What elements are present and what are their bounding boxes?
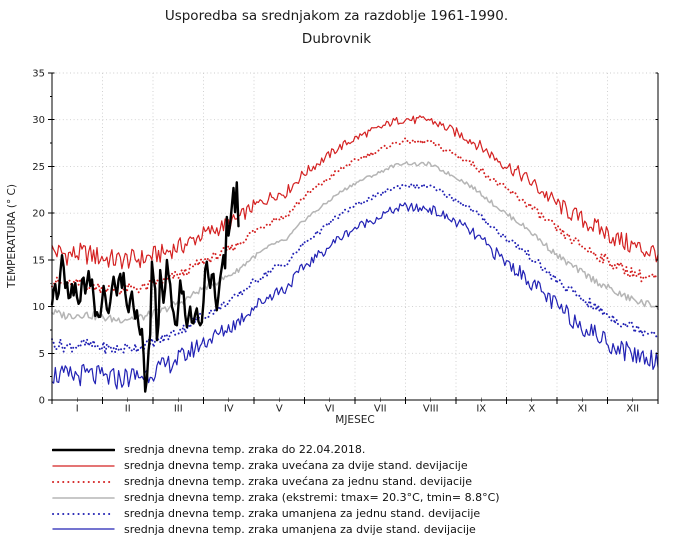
legend-item-label: srednja dnevna temp. zraka uvećana za je… <box>124 475 472 489</box>
legend-item-label: srednja dnevna temp. zraka uvećana za dv… <box>124 459 468 473</box>
month-label: III <box>174 404 183 415</box>
x-axis-label: MJESEC <box>335 414 374 426</box>
month-label: IX <box>476 404 486 415</box>
month-label: I <box>76 404 79 415</box>
series-mean_minus_1sd <box>51 182 659 355</box>
series-mean_plus_1sd <box>51 137 659 296</box>
legend-item-label: srednja dnevna temp. zraka umanjena za j… <box>124 507 481 520</box>
legend: srednja dnevna temp. zraka do 22.04.2018… <box>0 442 673 537</box>
month-label: II <box>125 404 131 415</box>
month-label: X <box>528 404 535 415</box>
month-label: VIII <box>423 404 439 415</box>
legend-item: srednja dnevna temp. zraka do 22.04.2018… <box>0 442 673 458</box>
y-tick-label: 10 <box>32 302 45 313</box>
y-axis-label: TEMPERATURA (° C) <box>6 184 18 289</box>
legend-item: srednja dnevna temp. zraka umanjena za j… <box>0 506 673 522</box>
month-label: VI <box>325 404 335 415</box>
legend-swatch-dotted-line <box>52 512 115 515</box>
legend-item: srednja dnevna temp. zraka (ekstremi: tm… <box>0 490 673 506</box>
y-tick-label: 0 <box>39 396 45 407</box>
series-daily_2018 <box>50 181 240 393</box>
y-tick-label: 15 <box>32 255 45 266</box>
legend-item-label: srednja dnevna temp. zraka do 22.04.2018… <box>124 443 366 457</box>
y-tick-label: 25 <box>32 162 45 173</box>
legend-swatch-solid-line <box>52 528 115 531</box>
y-tick-label: 20 <box>32 209 45 220</box>
axes <box>48 72 659 404</box>
legend-swatch-dotted-line <box>52 480 115 483</box>
y-tick-label: 30 <box>32 115 45 126</box>
gridlines <box>52 72 658 400</box>
chart-title: Usporedba sa srednjakom za razdoblje 196… <box>164 8 509 24</box>
legend-item: srednja dnevna temp. zraka umanjena za d… <box>0 521 673 537</box>
y-tick-label: 5 <box>39 349 45 360</box>
month-label: V <box>276 404 283 415</box>
legend-item-label: srednja dnevna temp. zraka (ekstremi: tm… <box>124 491 500 505</box>
series-mean_plus_2sd <box>51 115 659 270</box>
series-lines <box>50 115 659 393</box>
legend-item: srednja dnevna temp. zraka uvećana za je… <box>0 474 673 490</box>
month-label: XI <box>577 404 587 415</box>
month-label: VII <box>374 404 387 415</box>
series-mean_minus_2sd <box>51 202 659 390</box>
legend-swatch-solid-line <box>52 496 115 499</box>
legend-swatch-solid-line <box>52 448 115 452</box>
month-label: XII <box>626 404 639 415</box>
chart-subtitle: Dubrovnik <box>301 31 372 47</box>
legend-item: srednja dnevna temp. zraka uvećana za dv… <box>0 458 673 474</box>
legend-swatch-solid-line <box>52 465 115 467</box>
y-tick-label: 35 <box>32 69 45 80</box>
series-mean <box>51 161 659 324</box>
month-label: IV <box>224 404 234 415</box>
legend-item-label: srednja dnevna temp. zraka umanjena za d… <box>124 522 476 536</box>
